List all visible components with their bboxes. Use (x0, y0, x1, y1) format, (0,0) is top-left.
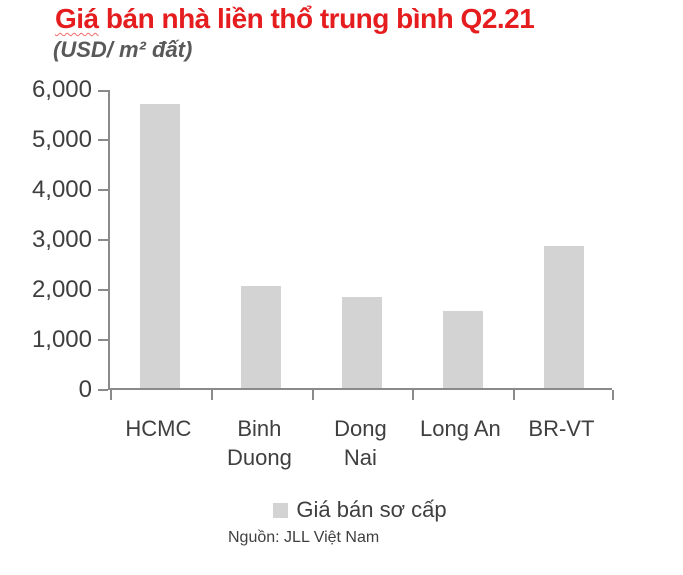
y-axis-labels: 0 1,000 2,000 3,000 4,000 5,000 6,000 (0, 77, 92, 403)
bar-dong-nai (342, 297, 382, 388)
y-axis-tick-label: 3,000 (31, 226, 92, 253)
y-axis-tick (98, 239, 108, 241)
y-axis-tick (98, 189, 108, 191)
x-axis-label-br-vt: BR-VT (528, 416, 595, 441)
source-note: Nguồn: JLL Việt Nam (228, 529, 380, 546)
bar-long-an (442, 311, 483, 388)
x-axis-labels: HCMC Binh Duong Dong Nai Long An BR-VT (108, 414, 612, 480)
bar-br-vt (543, 246, 584, 388)
y-axis-tick (98, 289, 108, 291)
x-axis-tick (110, 390, 112, 400)
x-axis-tick (513, 390, 515, 400)
chart-unit-subtitle: (USD/ m² đất) (53, 37, 193, 62)
chart-title-word: Giá (55, 3, 99, 34)
chart-title-rest: bán nhà liền thổ trung bình Q2.21 (98, 3, 535, 34)
y-axis-tick-label: 2,000 (31, 276, 92, 303)
legend-label: Giá bán sơ cấp (296, 497, 447, 522)
y-axis-tick-label: 6,000 (31, 76, 92, 103)
bar-binh-duong (241, 286, 282, 388)
plot-area (98, 90, 614, 400)
y-axis-tick (98, 139, 108, 141)
y-axis-tick (98, 90, 108, 92)
x-axis-tick (211, 390, 213, 400)
x-axis-label-long-an: Long An (420, 416, 501, 441)
x-axis-tick (412, 390, 414, 400)
x-axis-label-dong-nai: Dong Nai (334, 416, 387, 470)
y-axis-tick-label: 0 (78, 376, 92, 403)
bar-hcmc (140, 104, 181, 388)
x-axis-label-hcmc: HCMC (125, 416, 192, 441)
x-axis-tick (612, 390, 614, 400)
y-axis-tick (98, 389, 108, 391)
x-axis-label-binh-duong: Binh Duong (226, 416, 292, 470)
y-axis-tick-label: 4,000 (31, 176, 92, 203)
y-axis-tick-label: 5,000 (31, 126, 92, 153)
y-axis-tick (98, 339, 108, 341)
legend: Giá bán sơ cấp (108, 497, 612, 523)
legend-swatch-icon (273, 502, 289, 518)
y-axis-tick-label: 1,000 (31, 326, 92, 353)
x-axis-tick (312, 390, 314, 400)
chart-title: Giá bán nhà liền thổ trung bình Q2.21 (55, 3, 535, 35)
